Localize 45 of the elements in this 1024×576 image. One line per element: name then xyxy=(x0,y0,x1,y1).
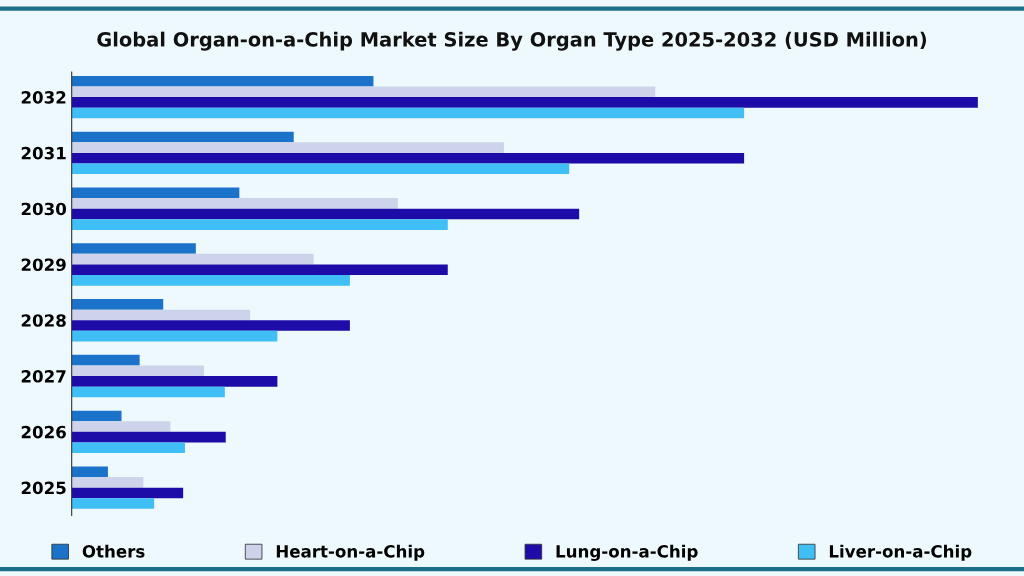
y-tick-label: 2032 xyxy=(21,91,66,104)
chart-title: Global Organ-on-a-Chip Market Size By Organ Type 2025-2032 (USD Million) xyxy=(97,31,927,51)
bar xyxy=(71,253,314,265)
bar xyxy=(71,187,240,199)
bar xyxy=(71,152,745,164)
bar xyxy=(71,142,504,153)
bar xyxy=(71,477,144,488)
y-tick-label: 2025 xyxy=(21,481,66,495)
bar xyxy=(71,365,204,377)
bar xyxy=(71,243,196,254)
bar xyxy=(71,309,251,321)
bar xyxy=(71,163,570,175)
bar xyxy=(71,275,350,286)
bar xyxy=(71,386,225,398)
bar xyxy=(71,376,278,387)
bar xyxy=(71,219,448,230)
bar xyxy=(71,107,745,119)
bar xyxy=(71,431,226,443)
bar xyxy=(71,320,350,331)
y-tick-label: 2026 xyxy=(21,425,66,439)
bar xyxy=(71,208,580,220)
legend-label: Lung-on-a-Chip xyxy=(556,544,698,561)
bar xyxy=(71,97,978,108)
bar xyxy=(71,198,398,209)
legend-label: Heart-on-a-Chip xyxy=(276,544,425,561)
bar xyxy=(71,264,448,276)
bar xyxy=(71,86,656,98)
legend-label: Liver-on-a-Chip xyxy=(829,544,972,561)
y-tick-label: 2031 xyxy=(21,146,66,160)
bar xyxy=(71,131,294,143)
bar xyxy=(71,498,155,509)
bar xyxy=(71,487,184,499)
y-tick-label: 2029 xyxy=(21,258,66,272)
bar xyxy=(71,466,108,478)
bar xyxy=(71,354,140,366)
y-tick-label: 2027 xyxy=(21,370,66,383)
legend-label: Others xyxy=(82,544,145,558)
bar xyxy=(71,442,185,454)
bar xyxy=(71,421,171,432)
y-tick-label: 2030 xyxy=(21,202,67,216)
bar xyxy=(71,75,374,87)
bar xyxy=(71,330,278,342)
y-tick-label: 2028 xyxy=(21,314,66,327)
bar xyxy=(71,299,164,310)
bar xyxy=(71,410,122,422)
